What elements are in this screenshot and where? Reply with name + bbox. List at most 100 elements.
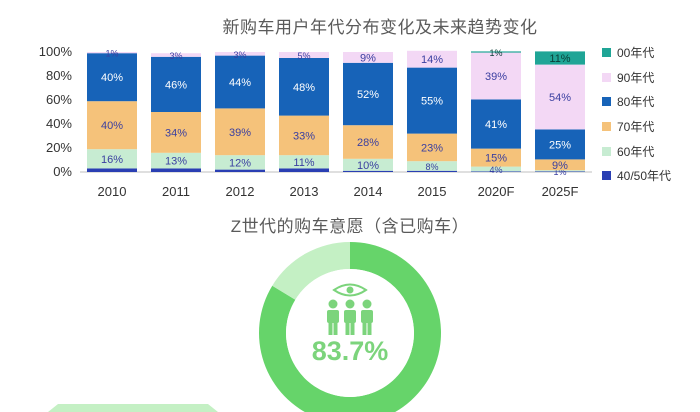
bar-value-label: 10% [357, 160, 379, 172]
y-tick-label: 80% [46, 68, 72, 83]
bar-segment [407, 67, 457, 134]
bar-segment [343, 158, 393, 171]
bar-value-label: 28% [357, 137, 379, 149]
donut-hole [286, 269, 414, 397]
legend-item-40-50s: 40/50年代 [602, 163, 671, 188]
bar-segment [87, 53, 137, 102]
bar-value-label: 13% [165, 156, 187, 168]
legend-swatch [602, 97, 611, 107]
bar-segment [471, 99, 521, 149]
bar-value-label: 25% [549, 139, 571, 151]
bar-segment [407, 133, 457, 162]
bar-segment [279, 155, 329, 169]
bar-value-label: 1% [105, 49, 118, 59]
legend-label: 60年代 [617, 144, 655, 159]
bar-segment [151, 152, 201, 169]
bar-value-label: 41% [485, 119, 507, 131]
donut-slice [272, 242, 350, 300]
bar-value-label: 1% [489, 48, 502, 58]
legend-item-90s: 90年代 [602, 65, 671, 90]
chart-legend: 00年代 90年代 80年代 70年代 60年代 40/50年代 [602, 40, 671, 188]
bar-value-label: 4% [489, 165, 502, 175]
bar-value-label: 8% [425, 162, 438, 172]
people-icon [327, 283, 373, 335]
legend-label: 40/50年代 [617, 169, 672, 184]
bar-value-label: 33% [293, 130, 315, 142]
legend-swatch [602, 121, 611, 131]
bar-segment [407, 170, 457, 172]
bar-value-label: 44% [229, 77, 251, 89]
bar-segment [471, 52, 521, 100]
bar-segment [407, 161, 457, 171]
bar-value-label: 15% [485, 153, 507, 165]
bar-value-label: 9% [552, 160, 568, 172]
bar-value-label: 55% [421, 96, 443, 108]
bar-value-label: 39% [229, 127, 251, 139]
bar-segment [151, 168, 201, 172]
bar-segment [471, 51, 521, 53]
bottom-tab-shape [48, 404, 218, 412]
bar-segment [279, 58, 329, 116]
bar-value-label: 46% [165, 79, 187, 91]
bar-value-label: 3% [169, 51, 182, 61]
chart-title-gen-z: Z世代的购车意愿（含已购车） [230, 217, 470, 236]
legend-item-00s: 00年代 [602, 40, 671, 65]
bar-segment [151, 53, 201, 57]
bar-value-label: 1% [553, 167, 566, 177]
x-tick-label: 2012 [226, 184, 255, 199]
bar-value-label: 11% [293, 157, 314, 169]
bar-value-label: 5% [297, 51, 310, 61]
bar-segment [215, 52, 265, 56]
y-tick-label: 40% [46, 116, 72, 131]
x-tick-label: 2020F [478, 184, 515, 199]
bar-segment [343, 52, 393, 63]
bar-segment [343, 170, 393, 172]
x-tick-label: 2025F [542, 184, 579, 199]
bar-segment [535, 64, 585, 130]
donut-slice [259, 242, 441, 412]
bar-segment [279, 115, 329, 156]
bar-segment [471, 171, 521, 172]
bar-segment [535, 51, 585, 65]
bar-segment [87, 168, 137, 172]
bar-segment [87, 149, 137, 169]
bar-value-label: 40% [101, 120, 123, 132]
donut-center-value: 83.7% [311, 336, 389, 366]
legend-item-60s: 60年代 [602, 139, 671, 164]
legend-swatch [602, 72, 611, 82]
bar-segment [215, 108, 265, 156]
y-tick-label: 60% [46, 92, 72, 107]
bar-value-label: 16% [101, 154, 123, 166]
y-tick-label: 100% [39, 44, 73, 59]
legend-swatch [602, 171, 611, 181]
legend-label: 70年代 [617, 119, 655, 134]
bar-segment [535, 129, 585, 160]
bar-segment [535, 171, 585, 172]
legend-label: 00年代 [617, 45, 655, 60]
x-tick-label: 2014 [354, 184, 383, 199]
bar-value-label: 52% [357, 89, 379, 101]
bar-segment [535, 159, 585, 171]
y-tick-label: 0% [53, 164, 72, 179]
bar-segment [343, 62, 393, 126]
legend-swatch [602, 47, 611, 57]
bar-value-label: 23% [421, 142, 443, 154]
bar-value-label: 54% [549, 92, 571, 104]
bar-segment [151, 56, 201, 112]
y-tick-label: 20% [46, 140, 72, 155]
legend-item-80s: 80年代 [602, 89, 671, 114]
bar-segment [279, 168, 329, 172]
chart-title-distribution: 新购车用户年代分布变化及未来趋势变化 [222, 18, 538, 37]
bar-value-label: 34% [165, 127, 187, 139]
bar-value-label: 11% [549, 53, 570, 65]
legend-label: 80年代 [617, 95, 655, 110]
bar-segment [87, 101, 137, 150]
bar-value-label: 48% [293, 82, 315, 94]
bar-segment [407, 50, 457, 68]
bar-segment [215, 55, 265, 109]
bar-segment [343, 125, 393, 159]
bar-value-label: 3% [233, 50, 246, 60]
bar-segment [215, 155, 265, 170]
